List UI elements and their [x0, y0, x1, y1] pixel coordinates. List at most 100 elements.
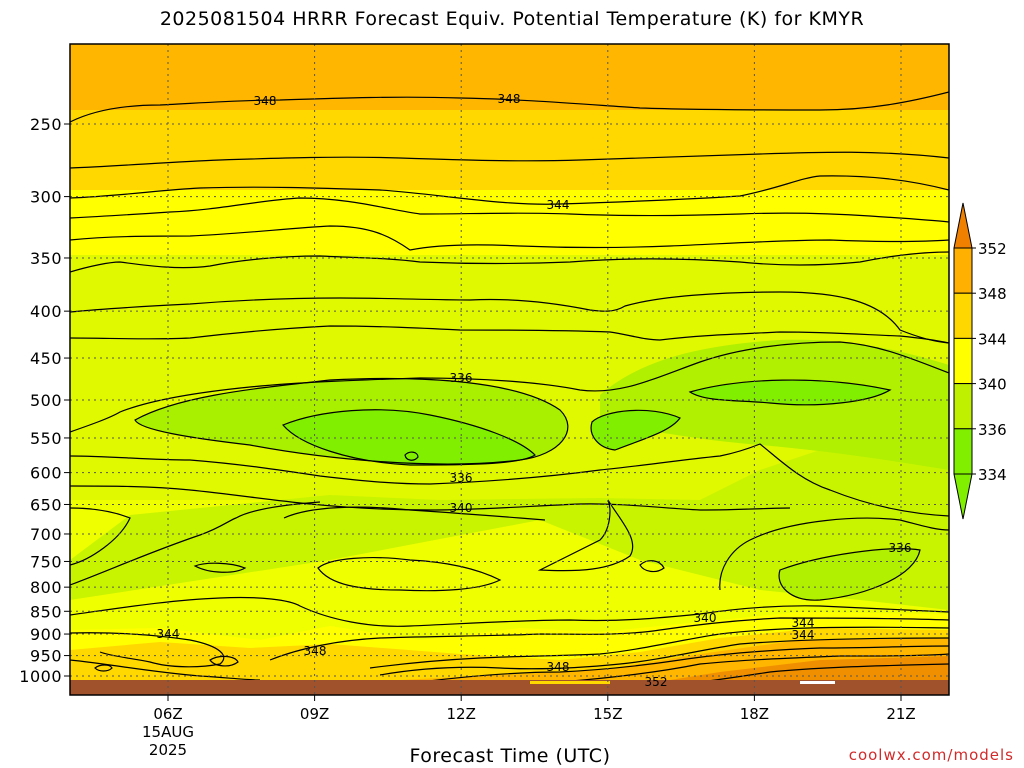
contour-line — [70, 225, 949, 251]
y-tick-label: 700 — [30, 525, 62, 544]
contour-line — [70, 197, 949, 223]
contour-line — [70, 325, 949, 344]
contour-label: 344 — [792, 616, 815, 630]
contour-line — [70, 507, 131, 566]
ground-gap — [530, 681, 610, 684]
chart-title: 2025081504 HRRR Forecast Equiv. Potentia… — [159, 8, 865, 30]
contour-line — [70, 659, 261, 681]
contour-line — [134, 377, 569, 465]
x-tick-label: 09Z — [300, 705, 329, 723]
colorbar-tick-label: 344 — [978, 330, 1007, 348]
contour-line — [404, 451, 419, 461]
field-layers — [70, 44, 949, 695]
y-axis: 250 300 350 400 450 500 550 600 650 700 750 800 850 9… — [19, 115, 70, 686]
y-tick-label: 300 — [30, 188, 62, 207]
field-green-core-3 — [690, 380, 890, 405]
contour-line — [193, 562, 247, 573]
colorbar-tick-label: 352 — [978, 240, 1007, 258]
field-green-mid — [70, 420, 949, 610]
field-green-blob-2 — [600, 339, 949, 470]
contour-line — [70, 485, 791, 511]
contour-line — [379, 637, 949, 676]
contour-label: 344 — [792, 628, 815, 642]
y-tick-label: 950 — [30, 647, 62, 666]
contour-line — [94, 664, 113, 672]
y-tick-label: 900 — [30, 625, 62, 644]
x-tick-sublabel: 15AUG — [142, 723, 194, 741]
y-tick-label: 500 — [30, 391, 62, 410]
contour-line — [70, 596, 949, 627]
x-tick-label: 06Z — [153, 705, 182, 723]
y-tick-label: 350 — [30, 249, 62, 268]
contour-line — [719, 517, 949, 591]
x-tick-label: 18Z — [740, 705, 769, 723]
colorbar-tick-label: 340 — [978, 376, 1007, 394]
ground-fill — [70, 680, 949, 695]
colorbar-segment — [953, 428, 973, 475]
contour-labels: 348 3483443363363403363403443483443443483… — [157, 92, 912, 689]
contour-label: 340 — [450, 501, 473, 515]
contour-line — [283, 506, 546, 521]
contour-label: 336 — [450, 371, 473, 385]
contour-line — [70, 91, 949, 123]
contour-label: 344 — [547, 198, 570, 212]
y-tick-label: 1000 — [19, 667, 62, 686]
contour-label: 348 — [254, 94, 277, 108]
colorbar-tick-label: 336 — [978, 421, 1007, 439]
y-tick-label: 600 — [30, 464, 62, 483]
contour-line — [778, 548, 921, 601]
contour-line — [70, 251, 949, 273]
contour-line — [317, 557, 502, 592]
y-tick-label: 800 — [30, 578, 62, 597]
contour-line — [70, 175, 949, 205]
contour-label: 344 — [157, 627, 180, 641]
y-tick-label: 750 — [30, 552, 62, 571]
colorbar-tick-label: 334 — [978, 466, 1007, 484]
x-axis-label: Forecast Time (UTC) — [409, 745, 611, 767]
colorbar-segment — [953, 383, 973, 430]
contour-line — [209, 655, 239, 667]
x-tick-label: 21Z — [886, 705, 915, 723]
contour-line — [70, 501, 321, 586]
contour-label: 336 — [450, 471, 473, 485]
contour-line — [559, 653, 949, 683]
ground-gap — [800, 681, 835, 684]
plot-border — [69, 43, 950, 696]
contour-line — [70, 632, 225, 668]
x-tick-label: 12Z — [447, 705, 476, 723]
contour-label: 336 — [889, 541, 912, 555]
y-tick-label: 400 — [30, 302, 62, 321]
contour-line — [419, 645, 949, 683]
x-tick-sublabel: 2025 — [149, 741, 187, 759]
contour-line — [70, 291, 949, 344]
colorbar-segment — [953, 292, 973, 339]
contour-label: 348 — [547, 660, 570, 674]
contour-line — [70, 341, 949, 433]
contour-line — [688, 379, 892, 406]
y-tick-label: 850 — [30, 602, 62, 621]
contour-label: 340 — [694, 611, 717, 625]
colorbar: 352 348 344 340 336 334 — [953, 202, 1007, 520]
colorbar-segment — [953, 337, 973, 385]
contour-line — [369, 626, 949, 669]
contour-line — [70, 151, 949, 169]
contour-line — [70, 443, 949, 517]
contour-line — [282, 409, 536, 466]
grid — [70, 44, 949, 695]
contour-line — [590, 409, 681, 451]
field-upper — [70, 110, 949, 200]
y-tick-label: 450 — [30, 349, 62, 368]
colorbar-extend-top — [953, 202, 973, 249]
field-green-core-2 — [591, 410, 680, 450]
y-tick-label: 550 — [30, 429, 62, 448]
contour-label: 352 — [645, 675, 668, 689]
y-tick-label: 650 — [30, 495, 62, 514]
colorbar-segment — [953, 247, 973, 294]
field-green-core-1 — [283, 409, 535, 465]
contour-label: 348 — [498, 92, 521, 106]
contour-label: 348 — [304, 644, 327, 658]
watermark: coolwx.com/models — [848, 746, 1014, 764]
y-tick-label: 250 — [30, 115, 62, 134]
